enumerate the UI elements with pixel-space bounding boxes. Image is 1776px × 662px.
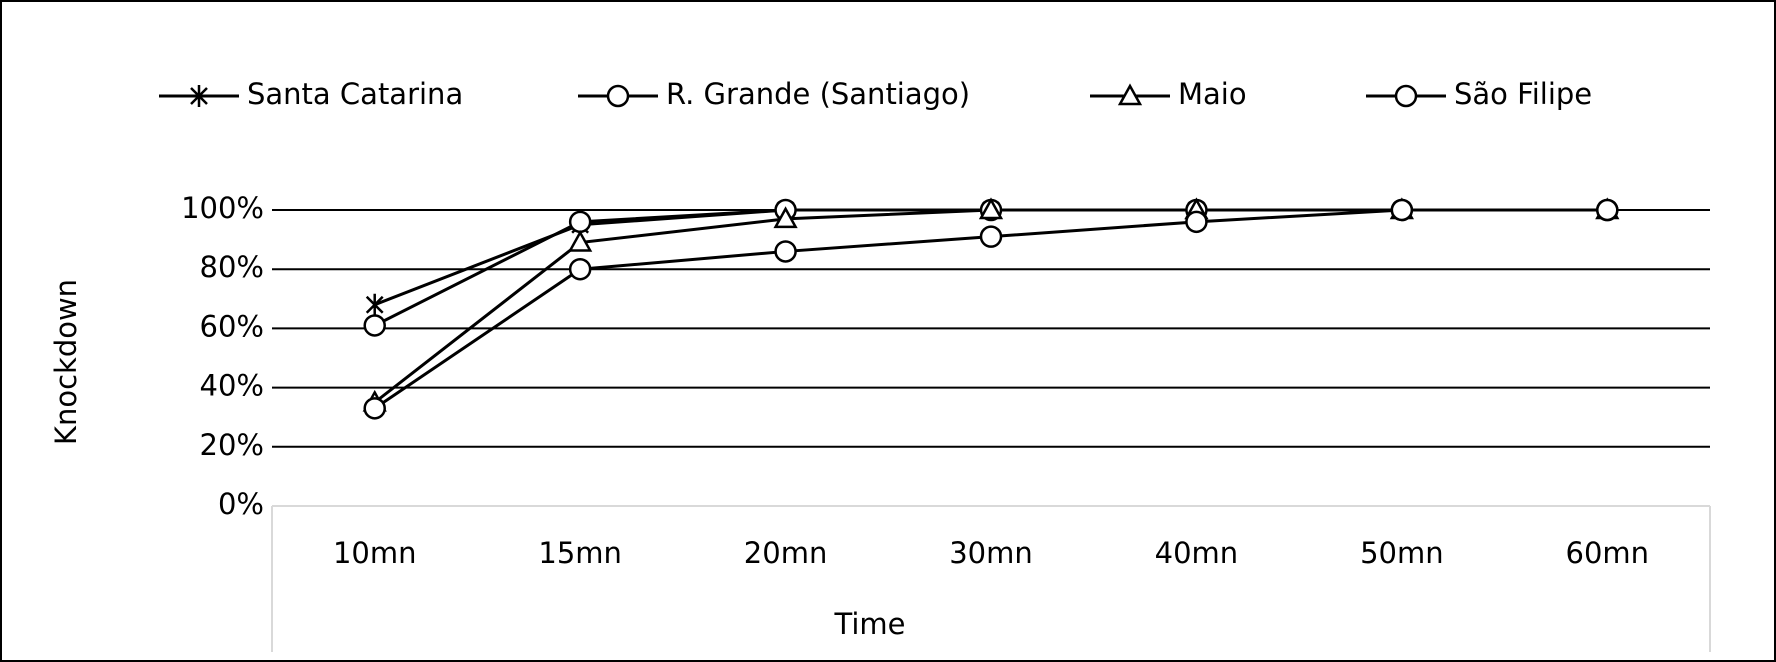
data-point xyxy=(979,225,1003,248)
x-axis-title: Time xyxy=(834,607,906,641)
data-point xyxy=(568,210,592,234)
y-tick-label: 80% xyxy=(200,250,264,284)
legend-label: São Filipe xyxy=(1454,77,1592,111)
data-point xyxy=(363,314,386,337)
data-point xyxy=(774,240,797,263)
legend-marker xyxy=(1117,83,1143,106)
data-point xyxy=(1185,210,1208,234)
legend-label: R. Grande (Santiago) xyxy=(666,77,970,111)
x-tick-label: 50mn xyxy=(1360,536,1444,570)
y-tick-label: 100% xyxy=(181,191,264,225)
legend-marker xyxy=(1394,84,1418,108)
data-point xyxy=(978,197,1004,220)
legend-marker xyxy=(606,84,630,108)
y-tick-label: 40% xyxy=(200,369,264,403)
data-point xyxy=(1596,198,1619,222)
x-tick-label: 15mn xyxy=(538,536,622,570)
x-tick-label: 40mn xyxy=(1155,536,1239,570)
data-point xyxy=(1390,198,1414,222)
y-tick-label: 60% xyxy=(200,309,264,343)
x-tick-label: 10mn xyxy=(333,536,417,570)
data-point xyxy=(773,206,798,229)
legend-label: Maio xyxy=(1178,77,1247,111)
data-point xyxy=(568,257,592,281)
legend-marker xyxy=(190,85,208,107)
x-tick-label: 20mn xyxy=(744,536,828,570)
x-tick-label: 60mn xyxy=(1566,536,1650,570)
data-point xyxy=(568,229,593,252)
y-tick-label: 0% xyxy=(218,487,264,521)
data-point xyxy=(365,293,384,316)
y-axis-title: Knockdown xyxy=(49,279,83,445)
data-point xyxy=(363,397,386,420)
y-tick-label: 20% xyxy=(200,428,264,462)
x-tick-label: 30mn xyxy=(949,536,1033,570)
legend-label: Santa Catarina xyxy=(247,77,463,111)
